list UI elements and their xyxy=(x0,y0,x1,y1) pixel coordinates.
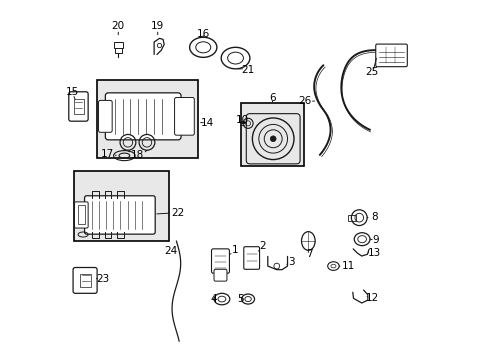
Bar xyxy=(78,205,85,224)
FancyBboxPatch shape xyxy=(375,44,407,67)
Text: 8: 8 xyxy=(370,212,377,221)
Text: 13: 13 xyxy=(367,248,380,258)
Text: 19: 19 xyxy=(151,21,164,31)
FancyBboxPatch shape xyxy=(84,196,155,234)
Bar xyxy=(114,41,122,48)
Text: 12: 12 xyxy=(366,293,379,303)
FancyBboxPatch shape xyxy=(105,93,181,140)
Text: 5: 5 xyxy=(236,294,243,304)
Text: 26: 26 xyxy=(298,96,311,106)
FancyBboxPatch shape xyxy=(174,98,194,135)
Text: 14: 14 xyxy=(201,118,214,128)
Bar xyxy=(80,274,91,287)
Text: 23: 23 xyxy=(96,274,109,284)
Bar xyxy=(241,103,303,166)
FancyBboxPatch shape xyxy=(99,100,112,132)
Text: 25: 25 xyxy=(365,67,378,77)
Text: 3: 3 xyxy=(288,257,295,267)
Text: 16: 16 xyxy=(196,29,209,39)
FancyBboxPatch shape xyxy=(244,247,259,269)
Text: 21: 21 xyxy=(241,64,254,75)
Text: 7: 7 xyxy=(305,248,312,258)
FancyBboxPatch shape xyxy=(69,92,88,121)
Text: 17: 17 xyxy=(101,149,114,159)
Text: 11: 11 xyxy=(341,261,354,271)
Text: 10: 10 xyxy=(236,115,249,125)
FancyBboxPatch shape xyxy=(214,269,226,281)
FancyBboxPatch shape xyxy=(74,202,88,228)
Text: 2: 2 xyxy=(259,241,265,251)
Bar xyxy=(348,215,355,221)
Text: 20: 20 xyxy=(111,21,124,31)
FancyBboxPatch shape xyxy=(211,249,229,273)
Circle shape xyxy=(270,136,276,141)
Text: 6: 6 xyxy=(268,93,275,103)
Text: 9: 9 xyxy=(371,234,378,244)
Text: 1: 1 xyxy=(232,245,238,255)
Bar xyxy=(115,42,122,53)
FancyBboxPatch shape xyxy=(73,267,97,293)
Text: 4: 4 xyxy=(209,294,216,304)
Text: 18: 18 xyxy=(131,150,144,160)
Bar xyxy=(74,99,83,114)
Text: 22: 22 xyxy=(171,208,184,218)
Bar xyxy=(97,80,198,158)
Text: 15: 15 xyxy=(65,87,79,97)
Bar xyxy=(74,171,169,241)
Text: 24: 24 xyxy=(164,246,177,256)
